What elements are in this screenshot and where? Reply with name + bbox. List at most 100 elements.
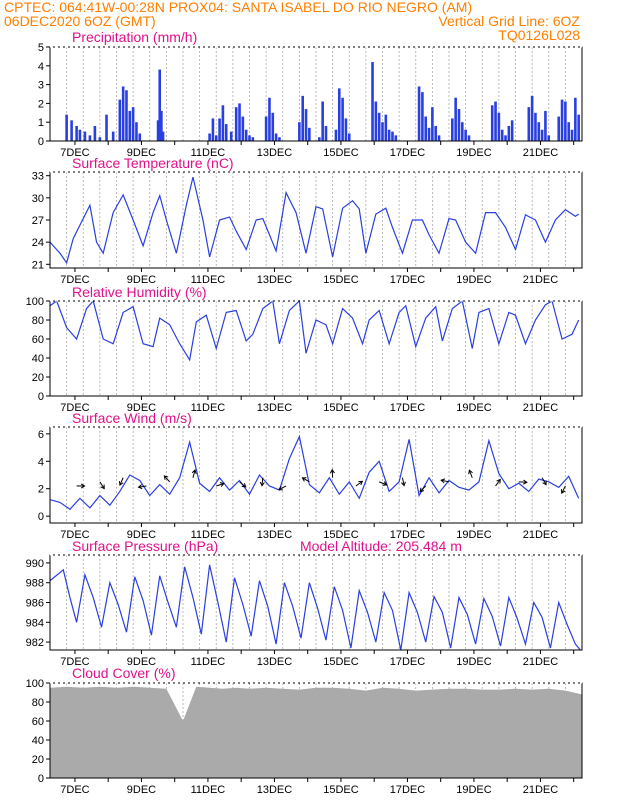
precip-bar [318,137,321,141]
wind-line [49,434,580,511]
x-tick-label: 21DEC [523,274,559,286]
temperature-panel: Surface Temperature (nC) 21 24 27 30 33 7DEC 9… [32,155,583,286]
x-tick-label: 13DEC [257,529,293,541]
humidity-title: Relative Humidity (%) [72,284,207,300]
x-tick-label: 15DEC [323,402,359,414]
precip-bar [391,131,394,141]
precip-bar [504,135,507,141]
x-tick-label: 9DEC [127,147,156,159]
wind-arrow-head [382,481,388,486]
precip-bar [417,86,421,141]
x-tick-label: 19DEC [456,402,492,414]
header: CPTEC: 064:41W-00:28N PROX04: SANTA ISAB… [4,0,580,43]
wind-arrow [468,470,473,478]
y-tick-label: 2 [38,484,44,496]
precip-bar [78,129,82,141]
precip-bar [507,125,511,141]
x-tick-label: 9DEC [127,274,156,286]
precip-bar [490,105,494,141]
y-tick-label: 5 [38,42,44,54]
pressure-panel: Surface Pressure (hPa) Model Altitude: 2… [26,538,583,668]
x-tick-label: 21DEC [523,147,559,159]
precip-bar [105,114,108,141]
y-tick-label: 20 [32,372,44,384]
x-tick-label: 13DEC [257,656,293,668]
x-tick-label: 15DEC [323,274,359,286]
precip-bar [221,105,225,141]
wind-arrow [378,481,387,486]
precip-bar [534,112,537,141]
precip-bar [234,107,238,141]
wind-arrow-head [278,485,283,491]
wind-arrow-head [100,484,105,490]
header-grid-note: Vertical Grid Line: 6OZ [438,13,580,29]
precip-bar [387,129,391,141]
x-tick-label: 9DEC [127,402,156,414]
precip-bar [321,101,324,141]
precip-bar [93,125,97,141]
wind-arrow [302,477,310,483]
precip-bar [337,88,341,141]
wind-arrow [495,479,501,487]
precip-bar [570,129,574,141]
temp-line [49,177,580,265]
precip-bar [111,131,115,141]
precip-bar [510,120,514,141]
cloud-title: Cloud Cover (%) [72,665,175,681]
precip-bar [218,118,221,141]
wind-arrow [99,481,105,489]
precip-bar [537,122,541,141]
precip-bar [264,116,268,141]
precip-bar [156,120,160,141]
precip-bar [135,122,138,141]
model-altitude: Model Altitude: 205.484 m [300,538,462,554]
wind-arrow [419,485,427,492]
precip-bar [334,129,338,141]
x-tick-label: 13DEC [257,274,293,286]
cloud-panel: Cloud Cover (%) 0 20 40 60 80 100 7DEC 9DEC 11DE… [26,665,583,796]
wind-arrow [119,477,124,486]
y-tick-label: 0 [38,136,44,148]
wind-arrow-head [163,475,169,480]
precip-bar [540,129,544,141]
precip-bar [244,129,248,141]
x-tick-label: 11DEC [191,656,226,668]
wind-arrow [138,485,147,488]
x-tick-label: 9DEC [127,656,156,668]
y-tick-label: 0 [38,511,44,523]
wind-arrow-head [523,479,528,485]
y-tick-label: 990 [26,558,44,570]
precip-bar [451,118,454,141]
pressure-line [49,564,581,651]
precip-bar [158,69,162,141]
y-tick-label: 20 [32,754,44,766]
precip-bar [278,137,281,141]
y-tick-label: 982 [26,637,44,649]
precip-bar [381,122,384,141]
wind-panel: Surface Wind (m/s) 0 2 4 6 7DEC 9DEC 11DEC 13DE… [38,410,583,541]
precip-bar [467,135,471,141]
precip-bar [274,133,278,141]
x-tick-label: 7DEC [60,402,89,414]
precip-bar [457,109,461,141]
x-tick-label: 11DEC [191,147,226,159]
precip-bar [298,122,301,141]
wind-arrow-head [496,478,501,484]
y-tick-label: 4 [38,456,44,468]
precip-bar [268,97,271,141]
x-tick-label: 11DEC [191,274,226,286]
x-tick-label: 19DEC [456,274,492,286]
wind-arrow-head [259,481,265,487]
precip-bar [271,112,275,141]
precip-bar [229,131,233,141]
wind-arrow-head [468,469,473,475]
header-line1: CPTEC: 064:41W-00:28N PROX04: SANTA ISAB… [4,0,472,15]
precip-bar [374,101,378,141]
y-tick-label: 1 [38,117,44,129]
precip-bar [427,127,431,141]
y-tick-label: 6 [38,429,44,441]
precip-bar [65,114,68,141]
precip-bar [567,122,570,141]
humidity-panel: Relative Humidity (%) 0 20 40 60 80 100 7DEC 9D… [26,284,583,414]
y-tick-label: 24 [32,237,44,249]
